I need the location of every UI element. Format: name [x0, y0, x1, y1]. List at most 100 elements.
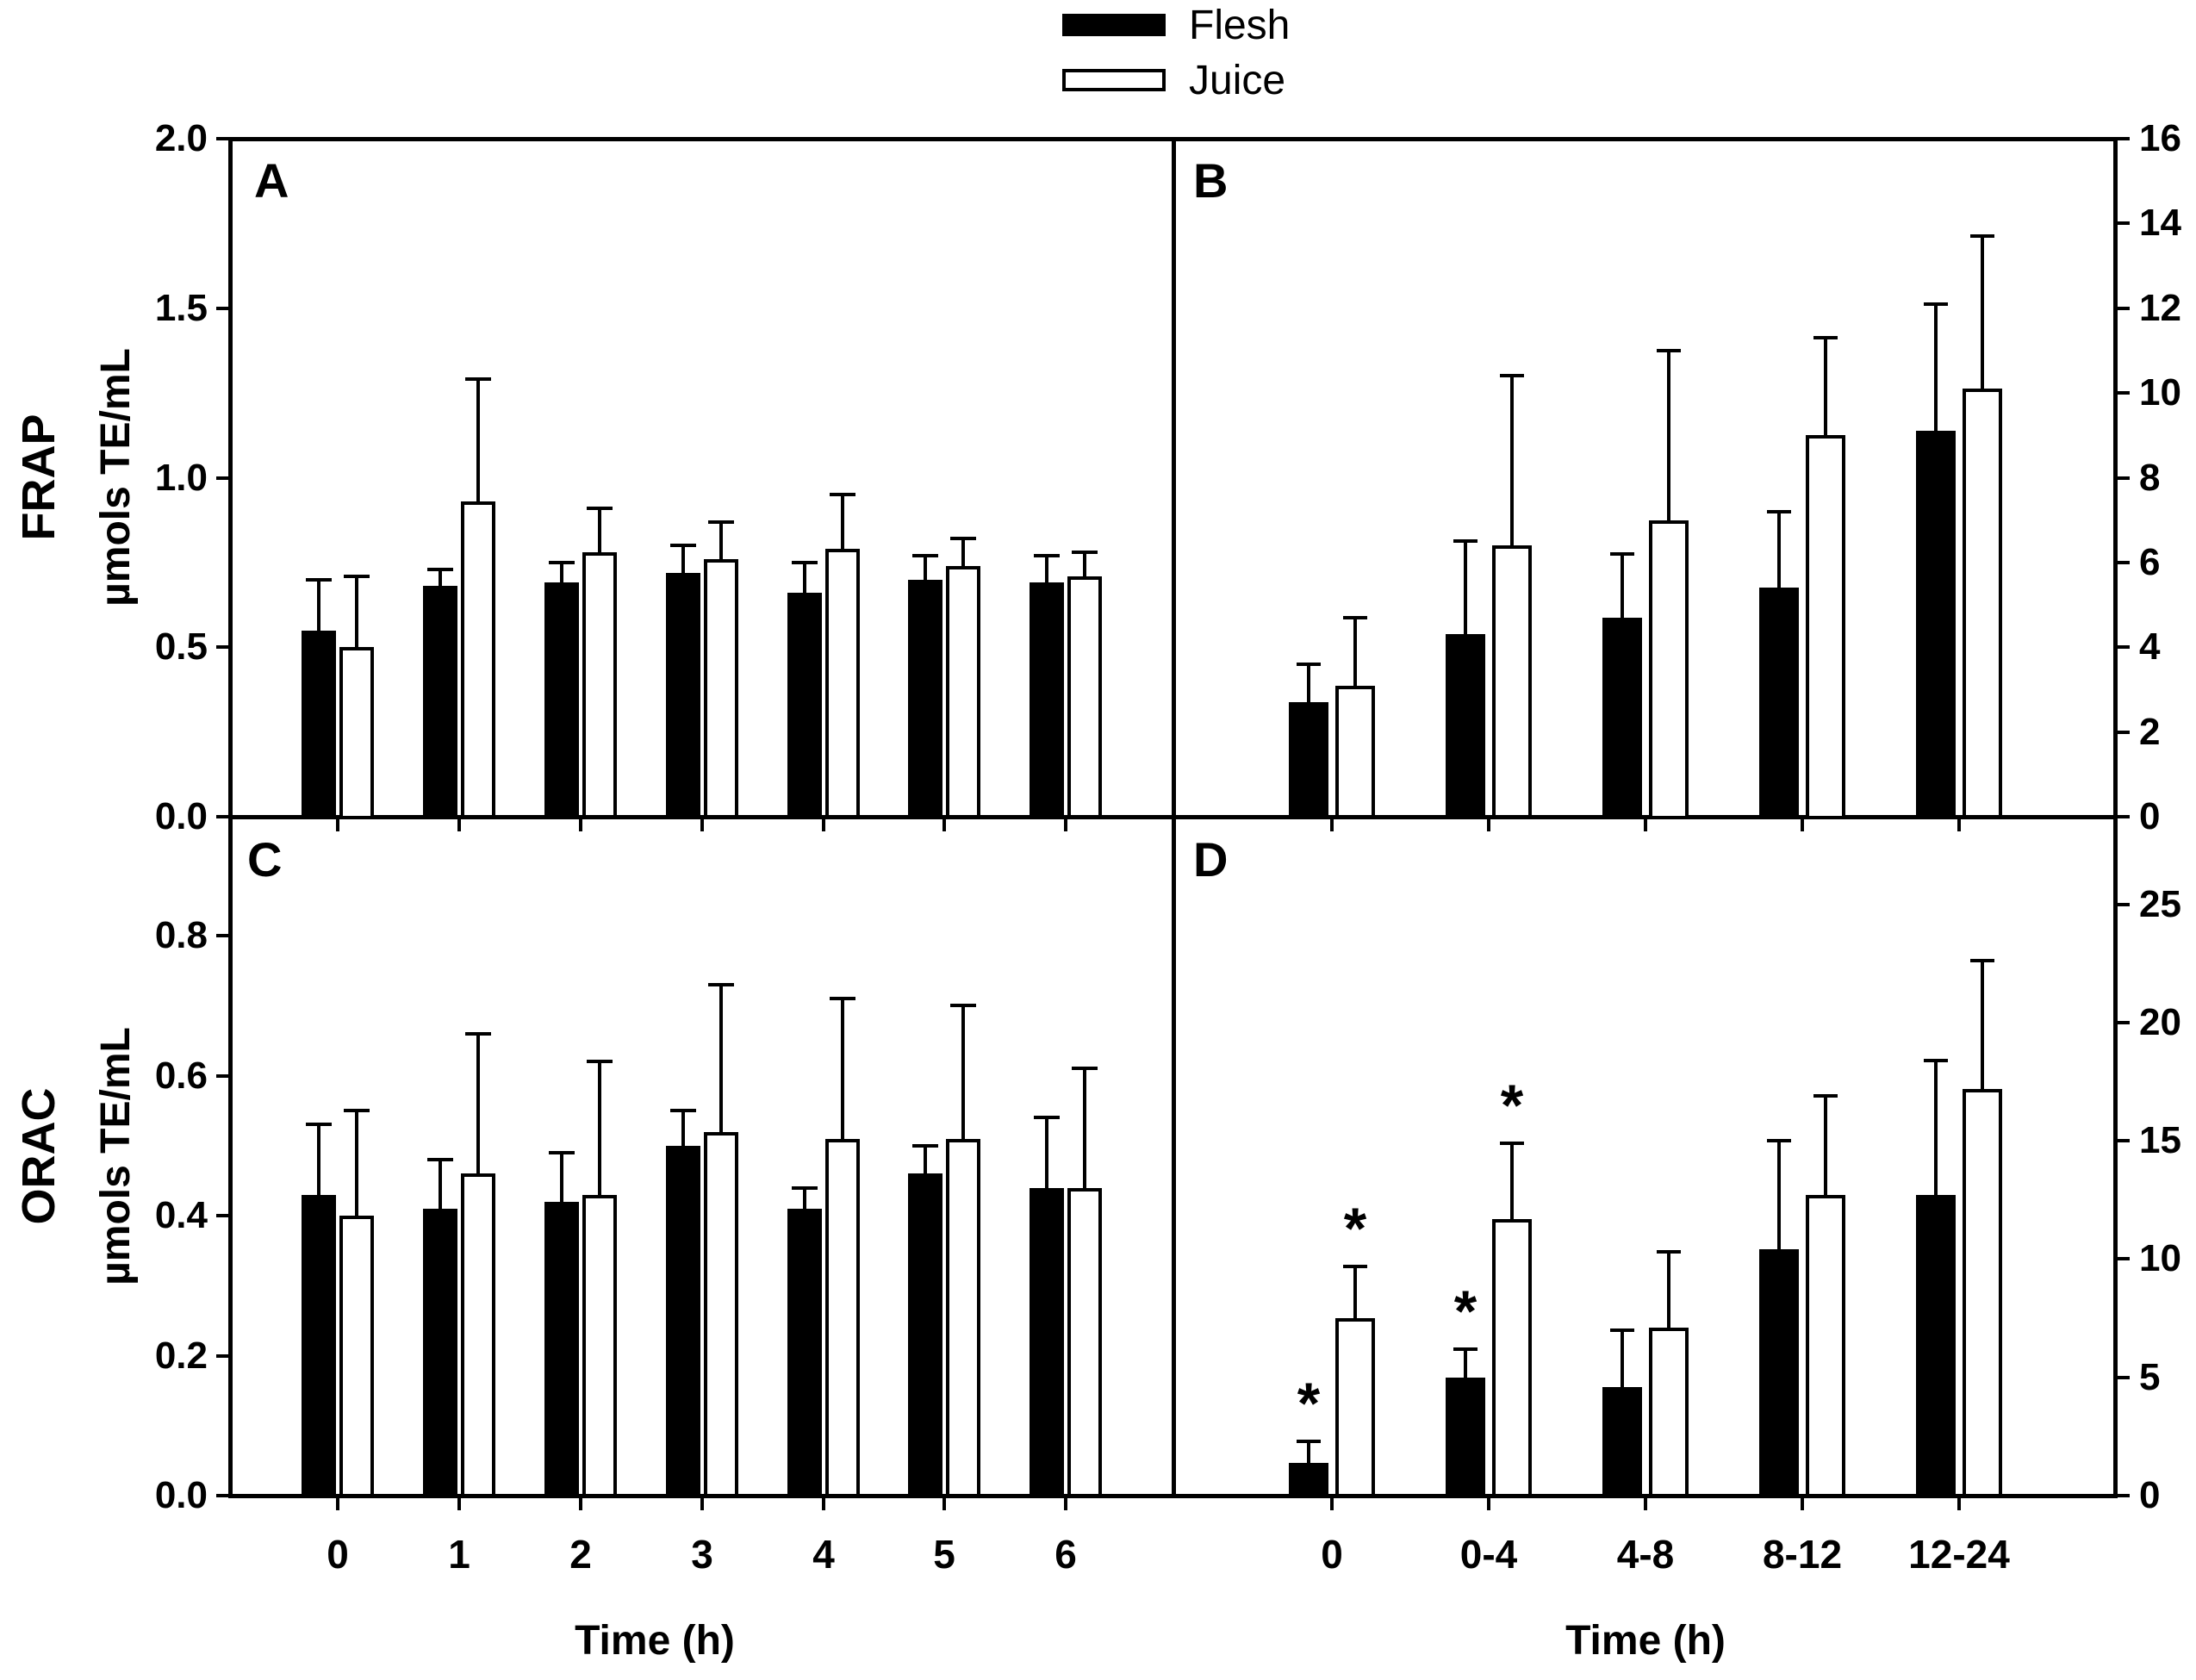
panel-c-bar-flesh-5 [908, 1173, 942, 1498]
panel-b-errorbar-juice-4-8 [1667, 350, 1670, 522]
panel-d-errorbar-juice-8-12 [1824, 1095, 1827, 1198]
panel-d-bar-flesh-12-24 [1916, 1195, 1956, 1498]
panel-d-y-tick-label: 25 [2139, 882, 2181, 925]
panel-c-errorbar-cap-flesh-5 [912, 1143, 938, 1148]
panel-c-errorbar-cap-juice-3 [708, 982, 734, 986]
panel-c-bar-flesh-4 [787, 1208, 822, 1498]
panel-c-bar-juice-6 [1067, 1187, 1102, 1498]
legend-swatch-juice-icon [1062, 69, 1166, 91]
frap-row-title: FRAP [13, 414, 65, 541]
panel-a-errorbar-cap-juice-6 [1072, 551, 1098, 555]
panel-a-errorbar-juice-5 [961, 538, 965, 568]
panel-d-bar-flesh-0 [1289, 1462, 1328, 1498]
panel-b-bar-flesh-0 [1289, 702, 1328, 819]
panel-d-significance-asterisk-flesh-0-4: * [1453, 1278, 1477, 1344]
panel-d-errorbar-flesh-8-12 [1777, 1141, 1781, 1252]
panel-d-y-tick-label: 15 [2139, 1119, 2181, 1162]
panel-c-errorbar-cap-juice-1 [465, 1031, 491, 1036]
panel-c-bar-flesh-1 [423, 1208, 457, 1498]
panel-c-x-tick [700, 1497, 704, 1510]
panel-c-errorbar-cap-juice-2 [587, 1060, 613, 1064]
panel-d-errorbar-cap-flesh-12-24 [1924, 1058, 1948, 1062]
panel-a-bar-flesh-4 [787, 593, 822, 819]
panel-b-y-tick [2117, 221, 2130, 226]
panel-c-x-tick [457, 1497, 461, 1510]
panel-a-errorbar-cap-flesh-5 [912, 554, 938, 557]
panel-a-bar-juice-1 [461, 501, 495, 819]
panel-a-x-tick [700, 818, 704, 831]
panel-c-x-tick [1064, 1497, 1067, 1510]
panel-a-y-tick-label: 1.5 [154, 286, 208, 329]
panel-d-errorbar-cap-juice-0 [1343, 1264, 1367, 1268]
panel-b-y-tick-label: 2 [2139, 710, 2161, 753]
panel-d-y-tick [2117, 1375, 2130, 1379]
panel-c-errorbar-juice-5 [961, 1005, 965, 1141]
panel-d-errorbar-cap-flesh-0 [1297, 1439, 1321, 1443]
panel-b-errorbar-cap-juice-8-12 [1813, 336, 1838, 340]
panel-b-errorbar-flesh-0 [1307, 663, 1310, 705]
panel-d-errorbar-cap-flesh-8-12 [1767, 1139, 1791, 1143]
panel-d-errorbar-juice-0 [1353, 1266, 1357, 1321]
panel-b-x-tick [1801, 818, 1804, 831]
panel-a-errorbar-cap-juice-5 [950, 537, 976, 541]
panel-c-errorbar-cap-flesh-1 [427, 1158, 453, 1162]
panel-c-errorbar-juice-3 [719, 984, 723, 1134]
panel-c-errorbar-juice-6 [1083, 1068, 1086, 1190]
orac-row-title: ORAC [13, 1087, 65, 1225]
panel-d-bar-flesh-4-8 [1602, 1386, 1642, 1498]
panel-b-y-tick-label: 12 [2139, 286, 2181, 329]
panel-a-errorbar-juice-6 [1083, 552, 1086, 578]
panel-a-errorbar-flesh-0 [317, 579, 320, 632]
panel-a-errorbar-cap-flesh-2 [549, 560, 575, 564]
panel-c-y-tick [215, 1073, 228, 1078]
panel-d-errorbar-cap-flesh-4-8 [1610, 1328, 1634, 1332]
panel-b-errorbar-cap-flesh-4-8 [1610, 552, 1634, 557]
panel-c-bar-juice-0 [339, 1216, 374, 1498]
panel-a-x-tick [579, 818, 582, 831]
panel-a-bar-juice-2 [582, 552, 617, 819]
panel-b-x-tick [1644, 818, 1647, 831]
plot-frame-left-axis [227, 139, 233, 1496]
panel-d-errorbar-cap-juice-12-24 [1970, 959, 1994, 963]
panel-b-y-tick-label: 6 [2139, 540, 2161, 583]
panel-a-errorbar-cap-flesh-6 [1034, 554, 1060, 557]
panel-b-bar-juice-8-12 [1806, 435, 1845, 819]
panel-c-errorbar-cap-juice-4 [830, 997, 855, 1001]
panel-a-errorbar-juice-0 [355, 576, 358, 650]
panel-b-errorbar-cap-flesh-0 [1297, 662, 1321, 666]
legend-swatch-flesh-icon [1062, 14, 1166, 36]
panel-a-x-tick [822, 818, 825, 831]
panel-d-letter: D [1193, 832, 1229, 887]
panel-b-bar-flesh-0-4 [1446, 634, 1485, 819]
panel-c-bar-juice-5 [946, 1138, 980, 1498]
panel-a-bar-flesh-6 [1030, 582, 1064, 819]
panel-b-errorbar-cap-flesh-8-12 [1767, 509, 1791, 513]
panel-b-x-tick [1487, 818, 1490, 831]
panel-d-x-tick [1330, 1497, 1334, 1510]
panel-a-y-tick-label: 2.0 [154, 117, 208, 159]
panel-a-y-tick [215, 137, 228, 140]
panel-a-errorbar-juice-3 [719, 521, 723, 561]
panel-d-bar-flesh-0-4 [1446, 1377, 1485, 1498]
panel-b-y-tick-label: 10 [2139, 371, 2181, 414]
panel-a-bar-flesh-0 [302, 630, 336, 819]
panel-b-errorbar-cap-juice-12-24 [1970, 234, 1994, 239]
panel-b-errorbar-cap-juice-0-4 [1500, 374, 1524, 378]
panel-a-letter: A [254, 153, 289, 208]
panel-c-errorbar-cap-flesh-0 [306, 1123, 332, 1127]
panel-d-y-tick [2117, 1020, 2130, 1024]
panel-d-errorbar-juice-4-8 [1667, 1252, 1670, 1330]
panel-a-y-tick-label: 0.0 [154, 795, 208, 837]
panel-b-y-tick-label: 16 [2139, 117, 2181, 159]
panel-d-x-tick [1801, 1497, 1804, 1510]
panel-d-bar-juice-4-8 [1649, 1328, 1689, 1498]
panel-c-errorbar-flesh-1 [439, 1160, 442, 1210]
panel-b-y-tick [2117, 476, 2130, 480]
panel-d-errorbar-juice-0-4 [1510, 1142, 1514, 1221]
panel-a-x-tick [457, 818, 461, 831]
panel-b-bar-juice-0 [1335, 685, 1375, 819]
panel-d-category-label: 8-12 [1762, 1532, 1843, 1577]
panel-a-bar-flesh-1 [423, 586, 457, 819]
legend-label-juice: Juice [1189, 58, 1286, 103]
